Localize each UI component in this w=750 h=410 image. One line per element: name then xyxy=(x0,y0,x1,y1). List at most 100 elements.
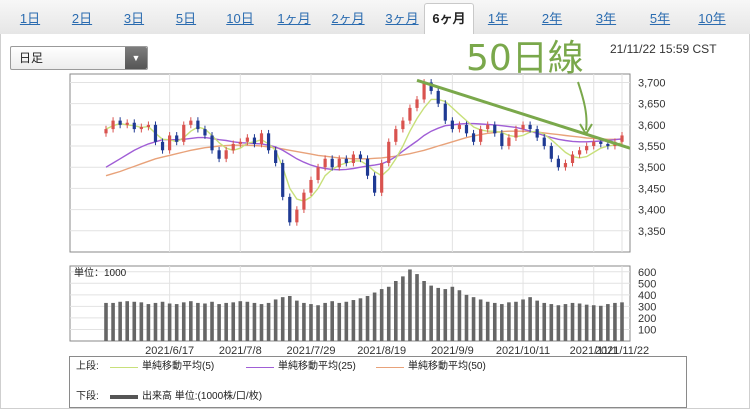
volume-bar xyxy=(372,292,377,341)
tab-10[interactable]: 2年 xyxy=(541,11,563,26)
tab-8[interactable]: 6ヶ月 xyxy=(424,3,474,34)
candle-body xyxy=(479,129,483,142)
volume-bar xyxy=(584,304,589,341)
volume-bar xyxy=(252,302,257,341)
legend-ma50-swatch xyxy=(376,367,404,368)
candle-body xyxy=(471,133,476,142)
x-date-label: 2021/10/11 xyxy=(496,345,550,357)
candle-body xyxy=(168,135,172,151)
candle-body xyxy=(323,158,327,168)
tab-9[interactable]: 1年 xyxy=(487,11,509,26)
candle-body xyxy=(422,82,426,100)
candle-body xyxy=(542,137,546,147)
x-date-label: 2021/9/9 xyxy=(431,345,474,357)
tab-3[interactable]: 5日 xyxy=(175,11,197,26)
volume-bar xyxy=(379,289,384,341)
volume-bar xyxy=(429,285,433,341)
volume-bar xyxy=(620,302,624,341)
tab-13[interactable]: 10年 xyxy=(698,11,726,26)
volume-bar xyxy=(422,281,426,341)
candle-body xyxy=(436,90,440,104)
tab-6[interactable]: 2ヶ月 xyxy=(331,11,365,26)
candle-body xyxy=(217,150,221,159)
volume-bar xyxy=(224,302,228,341)
price-tick-label: 3,350 xyxy=(638,226,666,238)
candle-body xyxy=(528,124,532,130)
volume-bar xyxy=(280,297,285,341)
volume-bar xyxy=(259,304,264,341)
candle-body xyxy=(486,124,490,130)
annotation-arrowhead xyxy=(579,123,593,136)
x-date-label: 2021/11/1 xyxy=(570,345,618,357)
candle-body xyxy=(175,135,179,142)
candle-body xyxy=(401,120,405,130)
volume-bar xyxy=(570,302,575,341)
volume-tick-label: 200 xyxy=(638,313,656,325)
candle-body xyxy=(365,158,370,176)
candle-body xyxy=(394,129,398,142)
price-tick-label: 3,550 xyxy=(638,141,666,153)
legend-upper-row: 上段: 単純移動平均(5) 単純移動平均(25) 単純移動平均(50) xyxy=(76,359,676,375)
candle-body xyxy=(259,133,264,144)
candle-body xyxy=(585,146,589,151)
volume-bar xyxy=(365,296,370,341)
volume-bar xyxy=(104,302,108,341)
volume-bar xyxy=(160,301,165,341)
volume-bar xyxy=(492,302,497,341)
tab-11[interactable]: 3年 xyxy=(595,11,617,26)
volume-bar xyxy=(344,301,349,341)
volume-bar xyxy=(231,302,236,341)
candle-body xyxy=(252,137,257,144)
volume-bar xyxy=(245,301,250,341)
tab-2[interactable]: 3日 xyxy=(123,11,145,26)
period-select[interactable]: 日足 ▼ xyxy=(10,46,148,70)
legend-lower-label: 下段: xyxy=(76,391,99,402)
tab-4[interactable]: 10日 xyxy=(226,11,254,26)
volume-bar xyxy=(174,304,179,341)
volume-bar xyxy=(450,286,455,341)
volume-bar xyxy=(189,301,193,341)
volume-bar xyxy=(535,300,539,341)
volume-bar xyxy=(556,305,561,341)
price-tick-label: 3,600 xyxy=(638,120,666,132)
candle-body xyxy=(507,137,511,147)
candle-body xyxy=(224,150,228,159)
tab-0[interactable]: 1日 xyxy=(19,11,41,26)
volume-bar xyxy=(542,302,547,341)
tab-1[interactable]: 2日 xyxy=(71,11,93,26)
tab-12[interactable]: 5年 xyxy=(649,11,671,26)
volume-bar xyxy=(118,301,122,341)
candle-body xyxy=(118,120,122,125)
volume-bar xyxy=(514,301,518,341)
volume-bar xyxy=(139,302,144,341)
candle-body xyxy=(493,124,497,134)
legend-lower-row: 下段: 出来高 単位:(1000株/口/枚) xyxy=(76,389,676,405)
volume-bar xyxy=(591,305,596,341)
candle-body xyxy=(238,141,242,144)
candle-body xyxy=(592,141,596,147)
volume-bar xyxy=(464,294,469,341)
x-date-label: 2021/8/19 xyxy=(357,345,406,357)
volume-tick-label: 600 xyxy=(638,267,656,279)
tab-5[interactable]: 1ヶ月 xyxy=(277,11,311,26)
candle-body xyxy=(330,158,334,168)
legend-upper-label: 上段: xyxy=(76,361,99,372)
volume-tick-label: 400 xyxy=(638,290,656,302)
volume-bar xyxy=(507,302,511,341)
volume-bar xyxy=(386,286,391,341)
volume-bar xyxy=(146,304,151,341)
candle-body xyxy=(521,124,525,130)
volume-tick-label: 300 xyxy=(638,301,656,313)
candle-body xyxy=(309,179,313,193)
legend-ma25-swatch xyxy=(246,367,274,368)
candle-body xyxy=(450,120,454,130)
annotation-arrow xyxy=(577,81,588,131)
candle-body xyxy=(111,120,115,130)
volume-bar xyxy=(613,302,617,341)
tab-7[interactable]: 3ヶ月 xyxy=(385,11,419,26)
volume-bar xyxy=(196,302,200,341)
volume-bar xyxy=(606,304,610,341)
candle-body xyxy=(139,126,143,130)
candle-body xyxy=(443,103,447,121)
price-tick-label: 3,500 xyxy=(638,162,666,174)
